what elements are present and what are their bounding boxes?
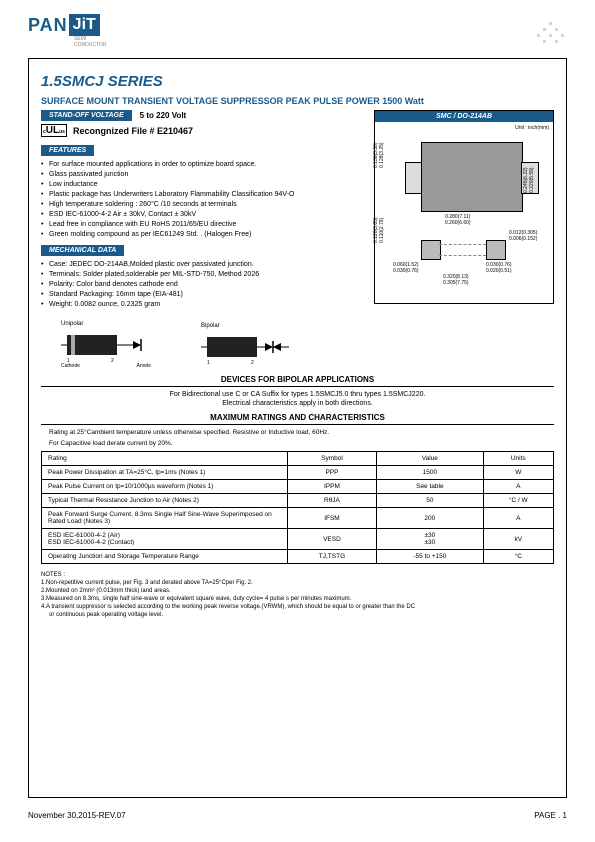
features-header: FEATURES [41,145,94,156]
note-item: 2.Mounted on 2mm² (0.013mm thick) land a… [41,588,554,594]
content-frame: 1.5SMCJ SERIES SURFACE MOUNT TRANSIENT V… [28,58,567,798]
feature-item: For surface mounted applications in orde… [49,161,364,168]
ratings-note: Rating at 25°Cambient temperature unless… [49,429,554,436]
package-unit: Unit : inch(mm) [515,125,549,131]
anode-label: Anode [137,363,151,369]
mech-item: Standard Packaging: 16mm tape (EIA-481) [49,291,364,298]
bipolar-label: Bipolar [201,323,291,329]
unipolar-label: Unipolar [61,321,151,327]
note-item: 4.A transient suppressor is selected acc… [41,604,554,610]
ratings-note: For Capacitive load derate current by 20… [49,440,554,447]
logo-text-1: PAN [28,15,68,36]
svg-text:1: 1 [207,360,210,366]
bipolar-text-2: Electrical characteristics apply in both… [41,400,554,407]
footprint-pad [421,240,441,260]
bipolar-apps-title: DEVICES FOR BIPOLAR APPLICATIONS [41,375,554,387]
table-row: Peak Forward Surge Current, 8.3ms Single… [42,508,554,529]
dim: 0.280(7.11) 0.260(6.60) [445,214,471,226]
feature-item: Green molding compound as per IEC61249 S… [49,231,364,238]
main-title: SURFACE MOUNT TRANSIENT VOLTAGE SUPPRESS… [41,96,554,106]
feature-item: Plastic package has Underwriters Laborat… [49,191,364,198]
mechanical-header: MECHANICAL DATA [41,245,124,256]
standoff-tag: STAND-OFF VOLTAGE [41,110,132,121]
notes-label: NOTES : [41,572,554,578]
voltage-range: 5 to 220 Volt [140,111,187,120]
dim: 0.136(3.30) 0.128(3.25) [373,142,385,168]
page-footer: November 30,2015-REV.07 PAGE . 1 [28,811,567,820]
notes-section: NOTES : 1.Non-repetitive current pulse, … [41,572,554,618]
logo-text-2: JiT [69,14,100,36]
feature-item: High temperature soldering : 260°C /10 s… [49,201,364,208]
th: Symbol [287,452,376,466]
unipolar-diode-icon: 1 2 [61,329,151,364]
ratings-title: MAXIMUM RATINGS AND CHARACTERISTICS [41,413,554,425]
th: Units [483,452,553,466]
dim: 0.245(6.22) 0.220(5.59) [523,167,535,193]
features-list: For surface mounted applications in orde… [41,161,364,238]
note-item: or continuous peak operating voltage lev… [49,612,554,618]
feature-item: Lead free in compliance with EU RoHS 201… [49,221,364,228]
recognized-text: Recongnized File # E210467 [73,126,193,136]
th: Rating [42,452,288,466]
decorative-dots [537,22,567,46]
logo-subtitle: SEMI CONDUCTOR [74,36,106,48]
table-row: Peak Power Dissipation at TA=25°C, tp=1m… [42,466,554,480]
company-logo: PAN JiT [28,14,100,36]
dim: 0.320(8.13) 0.305(7.75) [443,274,469,286]
mech-item: Weight: 0.0082 ounce, 0.2325 gram [49,301,364,308]
ratings-table: Rating Symbol Value Units Peak Power Dis… [41,451,554,564]
bipolar-diode-icon: 1 2 [201,331,291,366]
ul-mark-icon: cULus [41,124,67,137]
footer-page: PAGE . 1 [534,811,567,820]
bipolar-text-1: For Bidirectional use C or CA Suffix for… [41,391,554,398]
diode-symbols: Unipolar 1 2 Cathode Anode Bipolar [61,321,554,369]
table-header-row: Rating Symbol Value Units [42,452,554,466]
feature-item: Glass passivated junction [49,171,364,178]
table-row: ESD IEC-61000-4-2 (Air) ESD IEC-61000-4-… [42,529,554,550]
mech-item: Polarity: Color band denotes cathode end [49,281,364,288]
mechanical-list: Case: JEDEC DO-214AB,Molded plastic over… [41,261,364,308]
footprint-pad [486,240,506,260]
chip-body [421,142,523,212]
table-row: Operating Junction and Storage Temperatu… [42,550,554,564]
svg-text:2: 2 [251,360,254,366]
note-item: 1.Non-repetitive current pulse, per Fig.… [41,580,554,586]
mech-item: Terminals: Solder plated,solderable per … [49,271,364,278]
th: Value [377,452,483,466]
feature-item: ESD IEC-61000-4-2 Air ± 30kV, Contact ± … [49,211,364,218]
svg-text:2: 2 [111,358,114,364]
note-item: 3.Measured on 8.3ms, single half sine-wa… [41,596,554,602]
feature-item: Low inductance [49,181,364,188]
dim: 0.120(3.05) 0.110(2.79) [373,217,385,243]
package-diagram: SMC / DO-214AB Unit : inch(mm) 0.136(3.3… [374,110,554,304]
series-title: 1.5SMCJ SERIES [41,73,554,90]
table-row: Peak Pulse Current on tp=10/1000μs wavef… [42,480,554,494]
footprint-outline [439,244,486,256]
mech-item: Case: JEDEC DO-214AB,Molded plastic over… [49,261,364,268]
cathode-label: Cathode [61,363,80,369]
table-row: Typical Thermal Resistance Junction to A… [42,494,554,508]
footer-date: November 30,2015-REV.07 [28,811,126,820]
package-title: SMC / DO-214AB [375,111,553,122]
